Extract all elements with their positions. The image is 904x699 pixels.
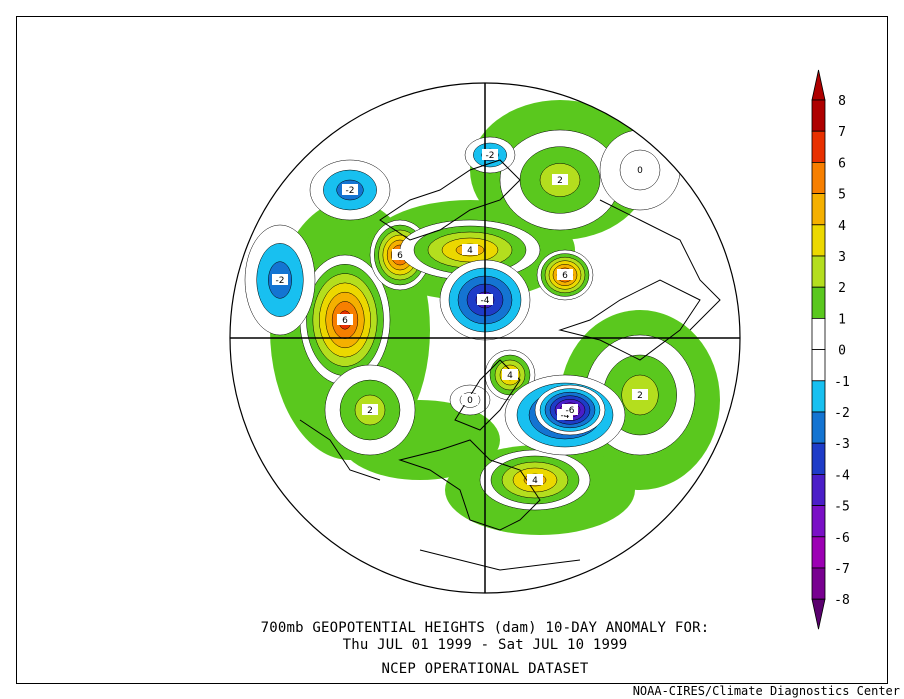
svg-text:0: 0 [637,166,643,176]
colorbar-band [811,193,826,226]
anomaly-field [230,83,740,593]
colorbar-band [811,411,826,444]
contour-label: -2 [342,184,358,196]
colorbar-band [811,286,826,319]
colorbar-band [811,380,826,413]
colorbar-top-arrow [811,69,826,101]
svg-text:0: 0 [467,396,473,406]
plot-frame [16,16,888,684]
colorbar-band [811,130,826,163]
colorbar-tick-label: -6 [834,531,850,546]
colorbar-tick-label: 8 [838,94,846,109]
svg-text:4: 4 [532,476,538,486]
colorbar-tick-label: 6 [838,156,846,171]
svg-text:-2: -2 [276,276,285,286]
svg-text:6: 6 [397,251,403,261]
colorbar-tick-label: 4 [838,219,846,234]
svg-text:6: 6 [342,316,348,326]
colorbar-tick-label: -3 [834,437,850,452]
svg-text:6: 6 [562,271,568,281]
colorbar-tick-label: -7 [834,562,850,577]
coastline-overlay [299,159,721,571]
contour-label: -2 [482,149,498,161]
title-line-2: Thu JUL 01 1999 - Sat JUL 10 1999 [342,637,628,653]
contour-label: 6 [392,249,408,261]
svg-text:-6: -6 [566,406,575,416]
credit-text: NOAA-CIRES/Climate Diagnostics Center [632,684,900,698]
colorbar-tick-label: -4 [834,468,850,483]
contour-label: 4 [527,474,543,486]
svg-text:-4: -4 [561,411,570,421]
colorbar-band [811,442,826,475]
contour-label: -2 [272,274,288,286]
contour-label: 0 [462,394,478,406]
colorbar-bottom-arrow [811,598,826,630]
colorbar-tick-label: 0 [838,344,846,359]
contour-label: 6 [557,269,573,281]
svg-text:2: 2 [557,176,563,186]
svg-text:-4: -4 [481,296,490,306]
svg-text:-2: -2 [486,151,495,161]
colorbar-band [811,349,826,382]
colorbar-band [811,567,826,600]
colorbar-tick-label: 2 [838,281,846,296]
colorbar-band [811,536,826,569]
contour-label: 2 [632,389,648,401]
contour-label: -6 [562,404,578,416]
svg-text:-2: -2 [346,186,355,196]
colorbar-tick-label: -1 [834,375,850,390]
colorbar-band [811,99,826,132]
svg-text:4: 4 [507,371,513,381]
map-boundary [229,82,741,594]
colorbar-tick-label: 7 [838,125,846,140]
colorbar: 8 7 6 5 4 3 2 1 0 -1 -2 -3 -4 -5 -6 -7 -8 [811,69,850,630]
contour-label: 4 [462,244,478,256]
colorbar-band [811,505,826,538]
title-line-3: NCEP OPERATIONAL DATASET [381,661,589,677]
colorbar-band [811,473,826,506]
contour-label: -4 [477,294,493,306]
contour-label: 0 [632,164,648,176]
contour-label: 4 [502,369,518,381]
contour-label: 6 [337,314,353,326]
colorbar-tick-label: 5 [838,188,846,203]
svg-text:2: 2 [637,391,643,401]
colorbar-band [811,255,826,288]
colorbar-tick-label: 1 [838,312,846,327]
colorbar-tick-label: -5 [834,500,850,515]
svg-text:4: 4 [467,246,473,256]
colorbar-band [811,161,826,194]
colorbar-tick-label: -8 [834,593,850,608]
colorbar-band [811,224,826,257]
title-line-1: 700mb GEOPOTENTIAL HEIGHTS (dam) 10-DAY … [260,620,710,636]
svg-text:2: 2 [367,406,373,416]
colorbar-band [811,317,826,350]
contour-label: 2 [552,174,568,186]
colorbar-tick-label: 3 [838,250,846,265]
contour-label: 2 [362,404,378,416]
colorbar-tick-label: -2 [834,406,850,421]
